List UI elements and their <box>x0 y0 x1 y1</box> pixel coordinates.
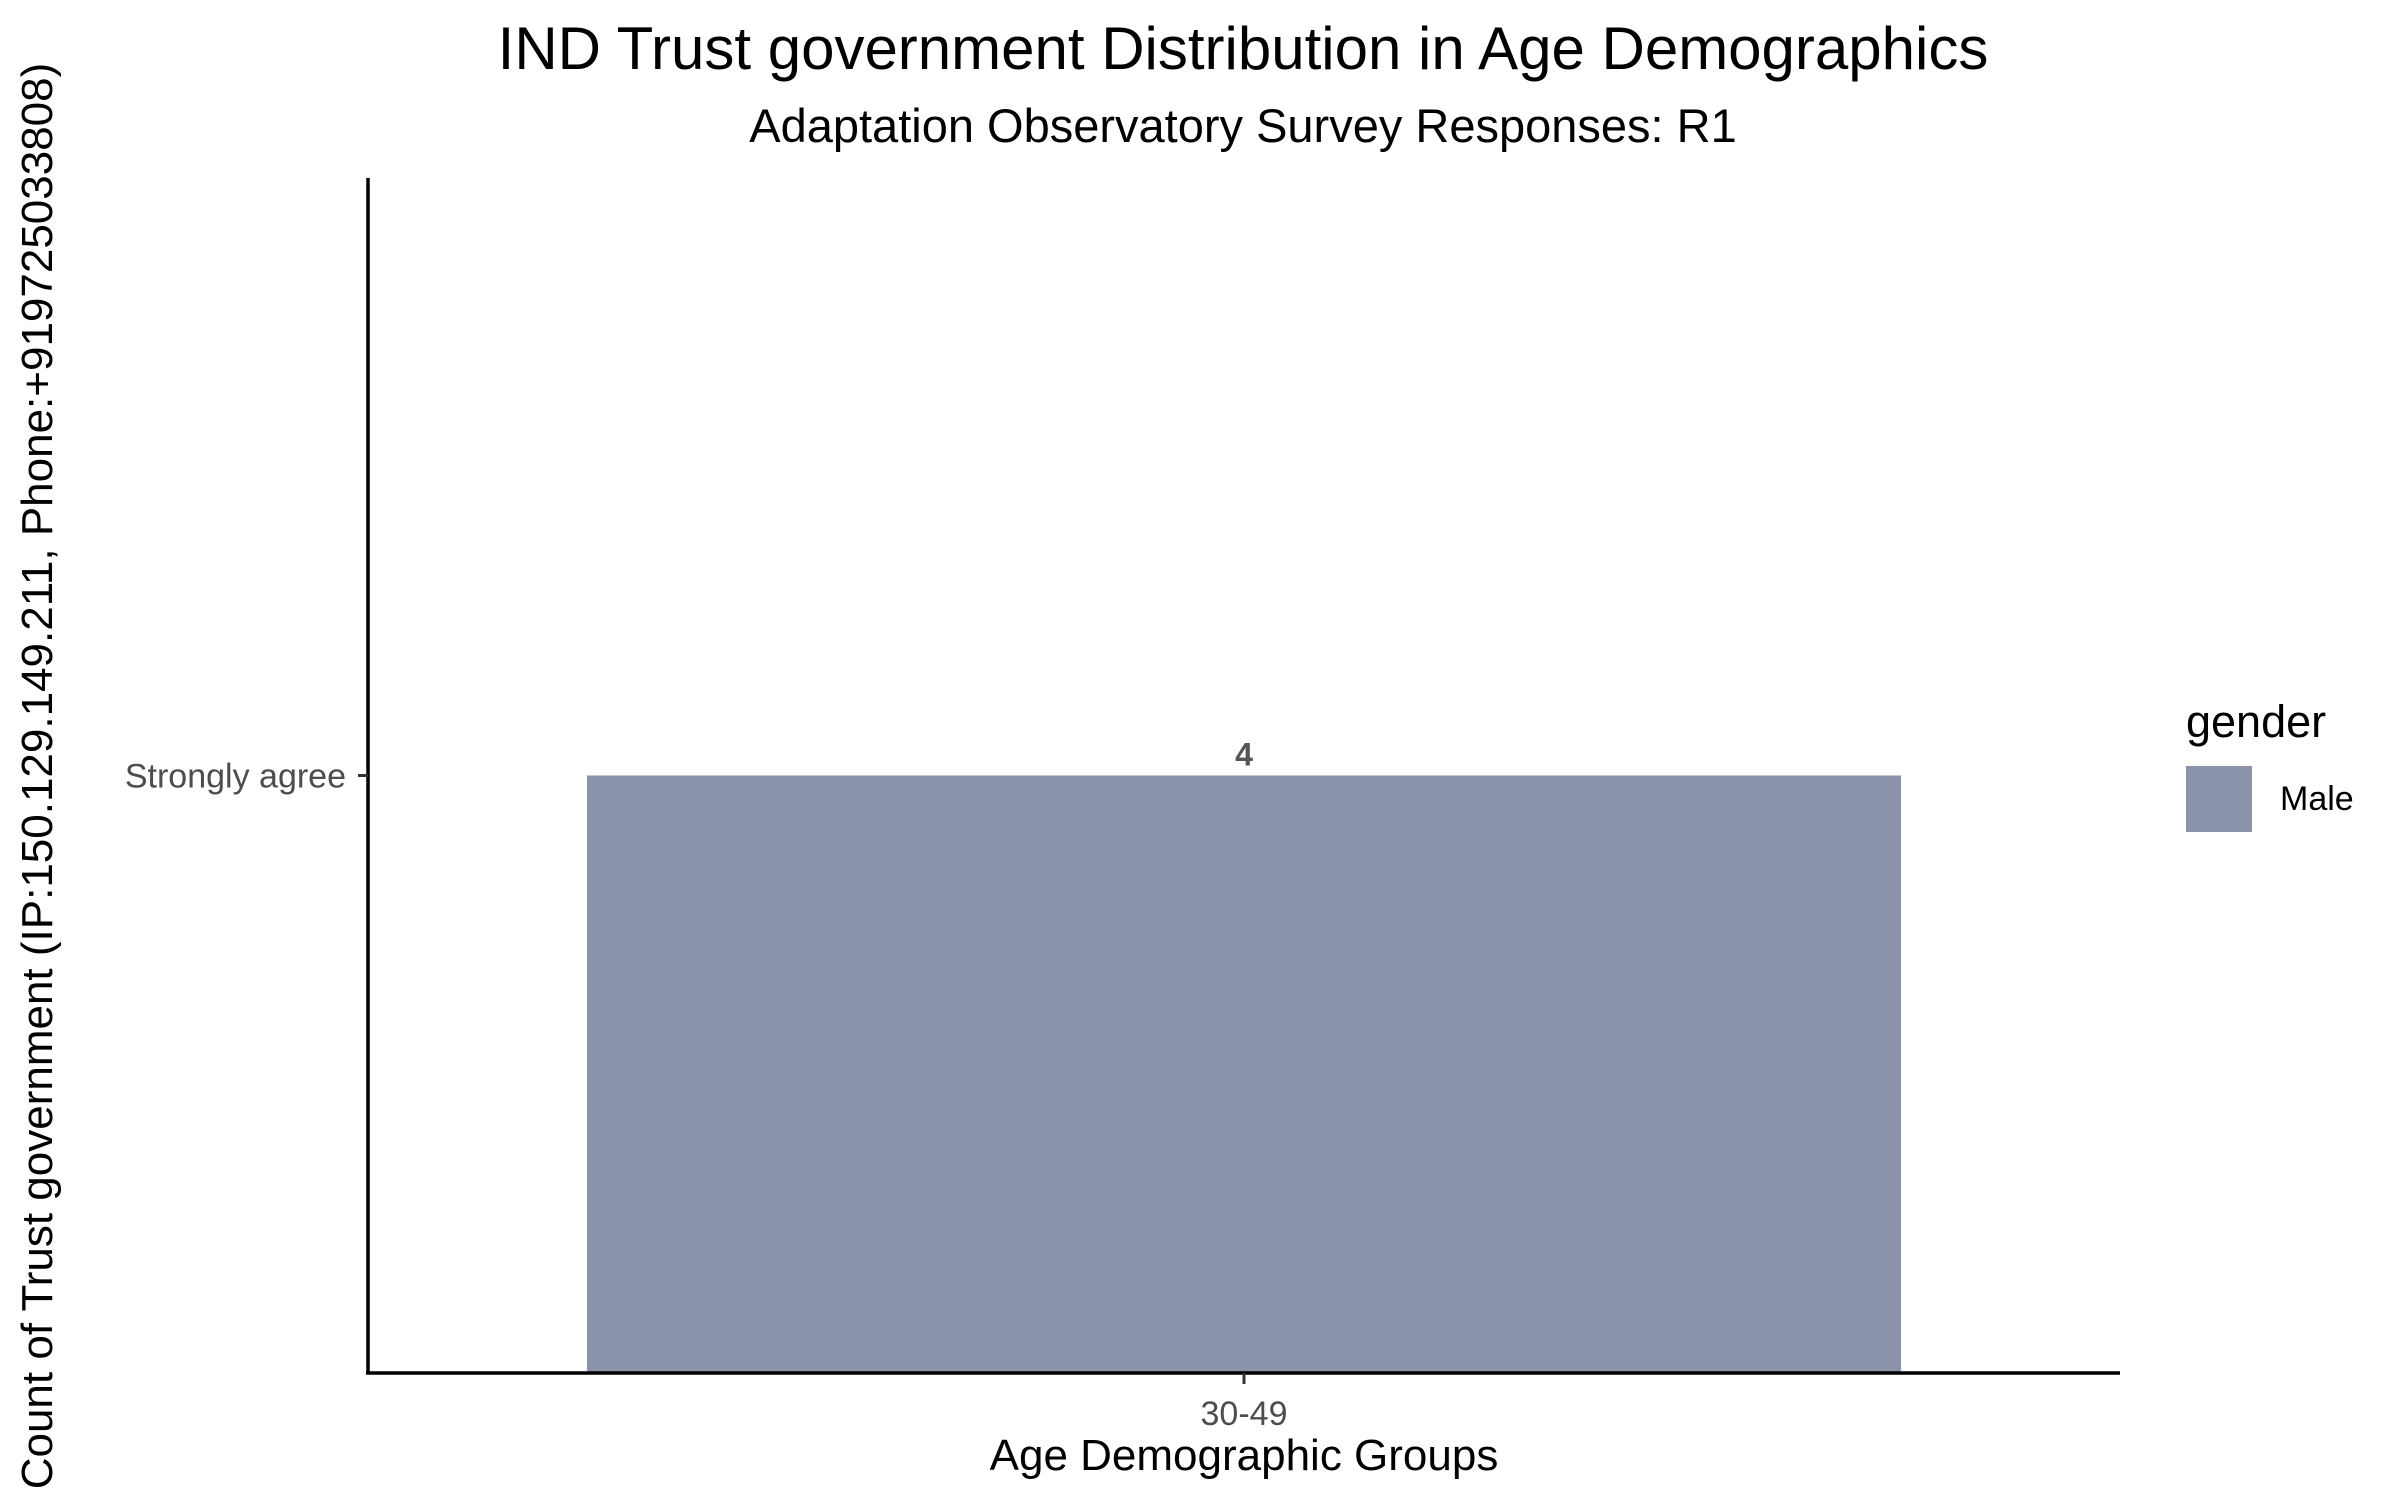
chart-title: IND Trust government Distribution in Age… <box>497 15 1989 82</box>
x-axis-label: Age Demographic Groups <box>990 1431 1499 1480</box>
legend: gender Male <box>2186 696 2354 832</box>
legend-item: Male <box>2186 766 2354 832</box>
y-tick-label: Strongly agree <box>125 758 346 796</box>
legend-label: Male <box>2280 779 2354 818</box>
legend-title: gender <box>2186 696 2327 747</box>
x-tick-label: 30-49 <box>1201 1395 1288 1433</box>
bar <box>587 775 1901 1373</box>
x-ticks-layer: 30-49 <box>1201 1373 1288 1433</box>
legend-items: Male <box>2186 766 2354 832</box>
bar-value-label: 4 <box>1235 737 1253 773</box>
bars-layer: 4 <box>587 737 1901 1373</box>
chart-subtitle: Adaptation Observatory Survey Responses:… <box>749 99 1737 152</box>
y-ticks-layer: Strongly agree <box>125 758 368 796</box>
y-axis-label: Count of Trust government (IP:150.129.14… <box>13 63 62 1490</box>
legend-swatch <box>2186 766 2252 832</box>
